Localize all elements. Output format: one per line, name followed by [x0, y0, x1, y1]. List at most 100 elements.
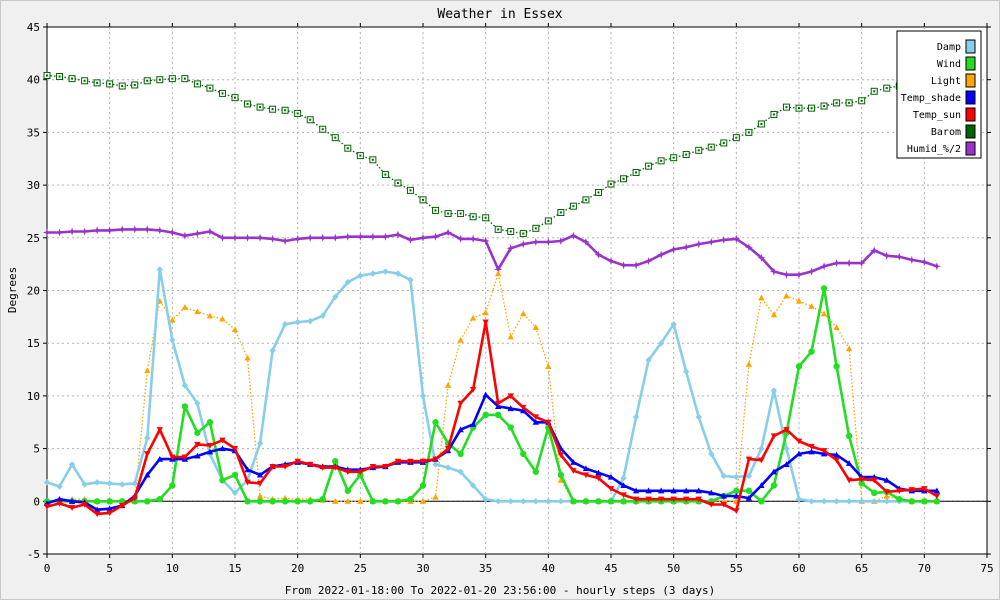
- data-point-core: [422, 198, 424, 201]
- data-point: [720, 472, 727, 480]
- data-point: [520, 450, 527, 458]
- data-point: [156, 495, 163, 503]
- data-point: [532, 419, 539, 425]
- data-point-core: [221, 92, 224, 95]
- data-point: [745, 494, 753, 501]
- y-tick-label: 30: [27, 179, 40, 192]
- data-point: [319, 312, 326, 319]
- data-point: [683, 368, 690, 375]
- data-point: [194, 308, 201, 315]
- data-point-core: [647, 165, 650, 168]
- data-point: [495, 270, 502, 277]
- data-point-core: [58, 75, 61, 78]
- data-point: [369, 270, 377, 277]
- data-point: [783, 461, 790, 467]
- y-tick-label: -5: [27, 548, 40, 561]
- data-point: [795, 270, 803, 279]
- data-point: [469, 314, 477, 321]
- data-point: [708, 501, 715, 508]
- x-tick-label: 0: [44, 562, 51, 575]
- data-point: [294, 458, 301, 465]
- data-point: [645, 496, 652, 503]
- data-point: [106, 498, 113, 505]
- data-point: [43, 479, 51, 486]
- data-point: [156, 266, 163, 273]
- data-point: [407, 276, 414, 284]
- data-point: [820, 310, 828, 317]
- series-temp-sun: [43, 319, 941, 518]
- data-point: [482, 495, 489, 503]
- data-point: [783, 445, 790, 452]
- axis-ticks: -5 0 5 10 15 20 25 30 35 40 45 0 5 10 15 20 25 30 35 40 45 50…: [27, 21, 994, 575]
- data-point: [206, 442, 214, 449]
- data-point: [206, 419, 214, 426]
- data-point-core: [146, 79, 149, 82]
- data-point: [231, 233, 239, 242]
- data-point: [281, 321, 289, 328]
- data-point-core: [810, 107, 813, 110]
- data-point-core: [121, 85, 124, 88]
- data-point: [520, 498, 527, 505]
- data-point: [683, 496, 690, 503]
- data-point: [545, 498, 552, 505]
- data-point: [495, 411, 502, 419]
- data-point: [194, 400, 201, 407]
- data-point: [244, 479, 251, 486]
- data-point: [407, 458, 414, 465]
- data-point: [444, 464, 452, 471]
- data-point: [720, 501, 727, 508]
- series-humid-2: [43, 225, 941, 279]
- data-point-core: [747, 131, 750, 134]
- data-point: [833, 451, 840, 458]
- data-point: [544, 238, 553, 246]
- y-tick-label: 15: [27, 337, 40, 350]
- data-point: [344, 469, 351, 475]
- legend-swatch: [965, 107, 976, 122]
- data-point: [581, 238, 590, 246]
- data-point: [708, 489, 715, 496]
- data-point: [820, 498, 828, 505]
- data-point: [256, 440, 264, 447]
- data-point-core: [284, 109, 287, 112]
- x-tick-label: 50: [667, 562, 680, 575]
- data-point: [169, 316, 176, 323]
- data-point-core: [472, 215, 475, 218]
- data-point: [632, 261, 641, 270]
- data-point: [105, 226, 114, 235]
- data-point: [469, 387, 477, 393]
- data-point: [444, 382, 452, 388]
- data-point-core: [334, 136, 337, 139]
- data-point: [833, 324, 840, 330]
- data-point-core: [371, 158, 374, 161]
- data-point: [357, 498, 364, 504]
- data-point: [381, 232, 390, 241]
- x-tick-label: 40: [542, 562, 555, 575]
- legend-swatch: [965, 124, 976, 139]
- data-point: [758, 445, 765, 452]
- data-point: [795, 495, 803, 503]
- data-point: [883, 477, 890, 483]
- data-point: [757, 253, 766, 262]
- data-point: [482, 411, 489, 419]
- legend-label: Wind: [937, 59, 961, 70]
- data-point-core: [785, 106, 788, 109]
- data-point: [144, 434, 151, 442]
- data-point: [845, 460, 853, 466]
- data-point-core: [835, 101, 838, 104]
- data-point: [495, 498, 502, 505]
- data-point: [55, 228, 64, 237]
- data-point-core: [208, 87, 211, 90]
- data-point: [219, 315, 226, 322]
- data-point: [144, 498, 151, 505]
- legend: Damp Wind Light Temp_shade Temp_sun Barom Humi…: [896, 30, 982, 159]
- legend-label: Temp_shade: [901, 93, 961, 104]
- data-point: [607, 486, 615, 492]
- x-tick-label: 65: [855, 562, 868, 575]
- data-point: [795, 363, 803, 370]
- data-point: [733, 508, 740, 514]
- data-point: [594, 250, 603, 259]
- data-point: [143, 225, 152, 234]
- data-point: [795, 438, 803, 445]
- data-point: [607, 473, 615, 480]
- legend-label: Damp: [937, 42, 961, 53]
